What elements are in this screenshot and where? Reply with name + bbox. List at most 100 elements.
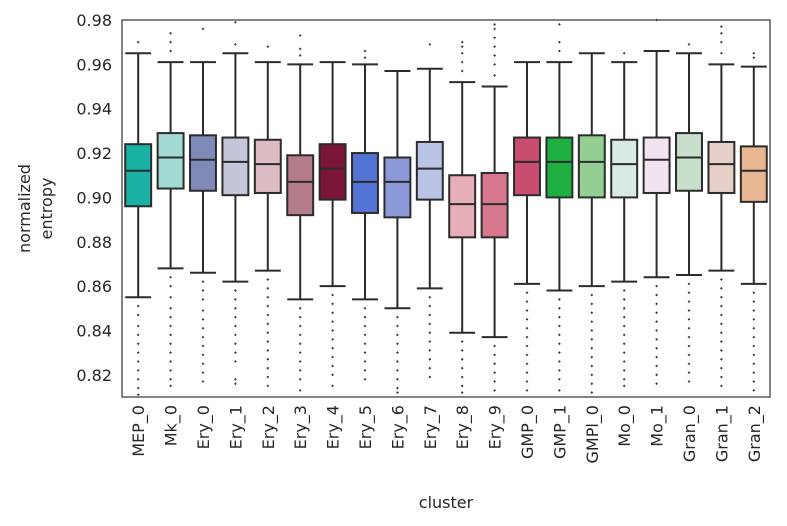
outlier-point xyxy=(298,54,302,57)
box xyxy=(383,156,412,219)
outlier-point xyxy=(136,313,140,317)
outlier-point xyxy=(752,291,756,295)
outlier-point xyxy=(136,368,140,372)
outlier-point xyxy=(169,295,172,299)
outlier-point xyxy=(396,391,399,394)
box-group-Ery_1 xyxy=(221,20,250,386)
outlier-point xyxy=(687,326,691,330)
outlier-point xyxy=(622,315,626,319)
outlier-point xyxy=(201,289,205,292)
outlier-point xyxy=(428,313,432,317)
y-ticks: 0.82 0.84 0.86 0.88 0.90 0.92 0.94 0.96 0.98 xyxy=(76,11,112,385)
box xyxy=(739,145,768,203)
outlier-point xyxy=(428,349,432,352)
outlier-point xyxy=(136,377,140,381)
y-tick-label: 0.88 xyxy=(76,233,112,252)
outlier-point xyxy=(266,340,270,343)
x-tick-label: Gran_0 xyxy=(680,405,700,462)
outlier-point xyxy=(169,333,172,337)
outlier-point xyxy=(201,309,205,312)
outlier-point xyxy=(169,351,172,355)
box-group-Ery_2 xyxy=(253,45,282,388)
outlier-point xyxy=(752,317,756,321)
outlier-point xyxy=(363,49,367,53)
outlier-point xyxy=(558,315,561,319)
outlier-point xyxy=(752,362,756,366)
x-tick-label: Ery_5 xyxy=(356,405,376,449)
outlier-point xyxy=(720,25,723,29)
outlier-point xyxy=(331,384,334,388)
box xyxy=(675,132,703,192)
box xyxy=(156,132,185,190)
x-tick-label: GMPl_0 xyxy=(583,405,603,463)
outlier-point xyxy=(234,377,237,381)
outlier-point xyxy=(460,45,464,49)
outlier-point xyxy=(622,368,626,372)
y-tick-label: 0.84 xyxy=(76,321,112,340)
outlier-point xyxy=(201,298,205,301)
outlier-point xyxy=(136,351,140,355)
box-group-Ery_6 xyxy=(383,70,412,394)
outlier-point xyxy=(169,377,172,381)
outlier-point xyxy=(558,324,561,328)
outlier-point xyxy=(622,360,626,363)
outlier-point xyxy=(169,49,172,53)
outlier-point xyxy=(558,351,561,355)
x-tick-label: MEP_0 xyxy=(129,405,149,457)
outlier-point xyxy=(136,386,140,390)
x-tick-label: Ery_3 xyxy=(291,405,311,449)
outlier-point xyxy=(363,360,367,363)
outlier-point xyxy=(655,373,659,377)
outlier-point xyxy=(493,27,496,31)
outlier-point xyxy=(622,342,626,346)
outlier-point xyxy=(720,51,723,55)
outlier-point xyxy=(363,351,367,355)
outlier-point xyxy=(493,23,496,26)
outlier-point xyxy=(460,384,464,388)
outlier-point xyxy=(234,324,237,328)
outlier-point xyxy=(298,368,302,372)
outlier-point xyxy=(752,326,756,330)
outlier-point xyxy=(590,373,594,377)
box xyxy=(577,134,606,199)
outlier-point xyxy=(396,360,399,363)
outlier-point xyxy=(331,311,334,315)
y-tick-label: 0.86 xyxy=(76,277,112,296)
box xyxy=(545,136,574,199)
outlier-point xyxy=(234,298,237,301)
outlier-point xyxy=(720,366,723,370)
outlier-point xyxy=(590,364,594,368)
y-tick-label: 0.96 xyxy=(76,55,112,74)
outlier-point xyxy=(234,20,237,24)
box xyxy=(513,136,541,197)
outlier-point xyxy=(493,74,496,77)
outlier-point xyxy=(266,357,270,361)
y-tick-label: 0.92 xyxy=(76,144,112,163)
outlier-point xyxy=(720,278,723,281)
outlier-point xyxy=(493,371,496,375)
outlier-point xyxy=(363,324,367,328)
outlier-point xyxy=(201,344,205,348)
outlier-point xyxy=(493,388,496,392)
outlier-point xyxy=(558,333,561,337)
outlier-point xyxy=(331,355,334,359)
outlier-point xyxy=(558,298,561,301)
box-group-Gran_2 xyxy=(739,51,768,392)
outlier-point xyxy=(720,40,723,44)
x-tick-label: Ery_9 xyxy=(486,405,506,449)
box-group-GMP_0 xyxy=(513,61,541,392)
outlier-point xyxy=(525,300,529,304)
outlier-point xyxy=(720,322,723,326)
outlier-point xyxy=(460,69,464,73)
outlier-point xyxy=(169,275,172,279)
box xyxy=(448,174,477,239)
outlier-point xyxy=(136,324,140,328)
outlier-point xyxy=(298,306,302,310)
outlier-point xyxy=(558,368,561,372)
outlier-point xyxy=(558,306,561,310)
outlier-point xyxy=(622,351,626,355)
outlier-point xyxy=(752,388,756,392)
outlier-point xyxy=(525,371,529,375)
outlier-point xyxy=(525,388,529,392)
outlier-point xyxy=(169,315,172,319)
